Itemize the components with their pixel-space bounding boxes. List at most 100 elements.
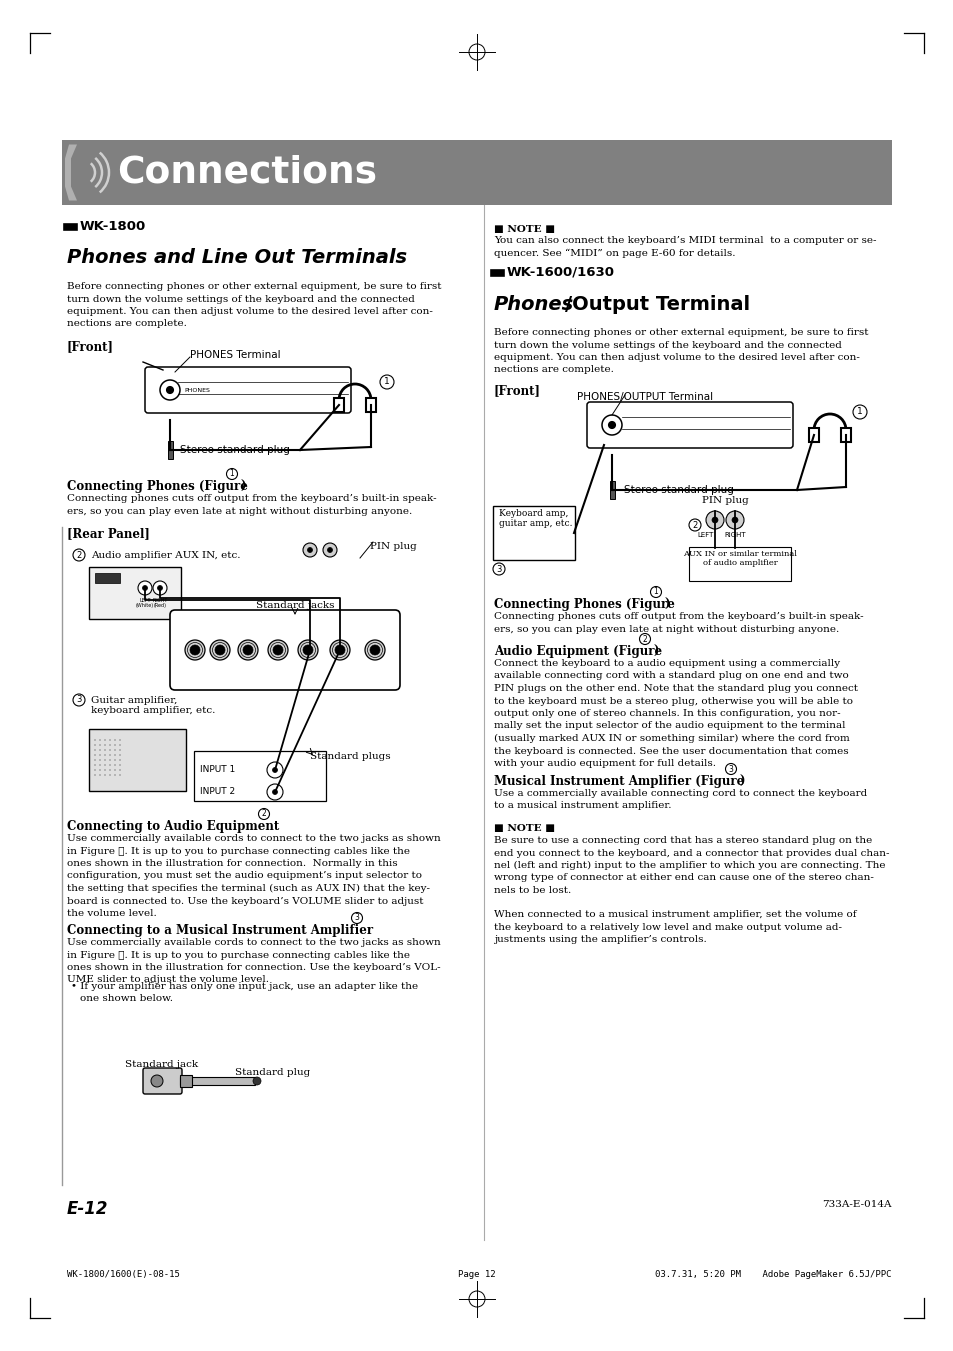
Text: 3: 3	[76, 696, 82, 704]
Circle shape	[119, 754, 121, 757]
Text: ones shown in the illustration for connection.  Normally in this: ones shown in the illustration for conne…	[67, 859, 397, 867]
Text: justments using the amplifier’s controls.: justments using the amplifier’s controls…	[494, 935, 706, 944]
Circle shape	[99, 765, 101, 766]
Text: ones shown in the illustration for connection. Use the keyboard’s VOL-: ones shown in the illustration for conne…	[67, 963, 440, 971]
Circle shape	[109, 748, 111, 751]
FancyBboxPatch shape	[586, 403, 792, 449]
Circle shape	[99, 754, 101, 757]
Circle shape	[273, 789, 277, 794]
Circle shape	[119, 744, 121, 746]
Circle shape	[109, 759, 111, 761]
Text: PHONES/OUTPUT Terminal: PHONES/OUTPUT Terminal	[577, 392, 712, 403]
Circle shape	[138, 581, 152, 594]
Text: ): )	[739, 775, 743, 788]
Text: 1: 1	[856, 408, 862, 416]
Text: wrong type of connector at either end can cause one of the stereo chan-: wrong type of connector at either end ca…	[494, 874, 873, 882]
Text: in Figure ③. It is up to you to purchase connecting cables like the: in Figure ③. It is up to you to purchase…	[67, 951, 410, 959]
Text: equipment. You can then adjust volume to the desired level after con-: equipment. You can then adjust volume to…	[67, 307, 433, 316]
Circle shape	[104, 774, 106, 775]
Circle shape	[268, 640, 288, 661]
FancyBboxPatch shape	[688, 547, 790, 581]
Circle shape	[119, 739, 121, 740]
Circle shape	[243, 644, 253, 655]
Text: Connecting phones cuts off output from the keyboard’s built-in speak-: Connecting phones cuts off output from t…	[67, 494, 436, 503]
Circle shape	[119, 774, 121, 775]
Text: equipment. You can then adjust volume to the desired level after con-: equipment. You can then adjust volume to…	[494, 353, 859, 362]
Text: Phones and Line Out Terminals: Phones and Line Out Terminals	[67, 249, 407, 267]
Text: Guitar amplifier,
keyboard amplifier, etc.: Guitar amplifier, keyboard amplifier, et…	[91, 696, 215, 716]
Circle shape	[109, 765, 111, 766]
FancyBboxPatch shape	[493, 507, 575, 561]
FancyBboxPatch shape	[89, 730, 186, 790]
Circle shape	[152, 581, 167, 594]
Bar	[168, 440, 172, 459]
Bar	[95, 573, 120, 584]
Text: Connecting to Audio Equipment: Connecting to Audio Equipment	[67, 820, 283, 834]
Circle shape	[109, 769, 111, 771]
Circle shape	[99, 769, 101, 771]
Circle shape	[99, 748, 101, 751]
Bar	[609, 481, 615, 499]
Circle shape	[267, 762, 283, 778]
Text: Connections: Connections	[117, 154, 376, 190]
Circle shape	[303, 543, 316, 557]
Text: UME slider to adjust the volume level.: UME slider to adjust the volume level.	[67, 975, 269, 985]
Circle shape	[119, 765, 121, 766]
Bar	[180, 1075, 192, 1088]
Text: 2: 2	[692, 520, 697, 530]
Text: nels to be lost.: nels to be lost.	[494, 886, 571, 894]
Text: Connect the keyboard to a audio equipment using a commercially: Connect the keyboard to a audio equipmen…	[494, 659, 840, 667]
Circle shape	[330, 640, 350, 661]
Text: end you connect to the keyboard, and a connector that provides dual chan-: end you connect to the keyboard, and a c…	[494, 848, 888, 858]
Circle shape	[113, 744, 116, 746]
Text: ers, so you can play even late at night without disturbing anyone.: ers, so you can play even late at night …	[67, 507, 412, 516]
Circle shape	[273, 644, 283, 655]
Text: [Rear Panel]: [Rear Panel]	[67, 527, 150, 540]
Text: to a musical instrument amplifier.: to a musical instrument amplifier.	[494, 801, 671, 811]
Text: Be sure to use a connecting cord that has a stereo standard plug on the: Be sure to use a connecting cord that ha…	[494, 836, 871, 844]
Circle shape	[297, 640, 317, 661]
Text: 1: 1	[384, 377, 390, 386]
Text: [Front]: [Front]	[494, 384, 540, 397]
Circle shape	[725, 511, 743, 530]
Text: Use commercially available cords to connect to the two jacks as shown: Use commercially available cords to conn…	[67, 834, 440, 843]
Text: 3: 3	[728, 765, 733, 774]
Text: in Figure ②. It is up to you to purchase connecting cables like the: in Figure ②. It is up to you to purchase…	[67, 847, 410, 855]
Text: ): )	[652, 644, 658, 658]
Text: Stereo standard plug: Stereo standard plug	[623, 485, 733, 494]
Text: PHONES: PHONES	[184, 388, 210, 393]
Text: /Output Terminal: /Output Terminal	[564, 295, 749, 313]
Text: INPUT 2: INPUT 2	[200, 786, 234, 796]
Text: the volume level.: the volume level.	[67, 909, 156, 917]
Text: Connecting Phones (Figure: Connecting Phones (Figure	[494, 598, 679, 611]
Text: mally set the input selector of the audio equipment to the terminal: mally set the input selector of the audi…	[494, 721, 844, 731]
Text: LEFT: LEFT	[139, 598, 151, 603]
Circle shape	[731, 517, 738, 523]
FancyBboxPatch shape	[193, 751, 326, 801]
Text: the keyboard to a relatively low level and make output volume ad-: the keyboard to a relatively low level a…	[494, 923, 841, 931]
Text: INPUT 1: INPUT 1	[200, 765, 235, 774]
Text: (Red): (Red)	[153, 603, 167, 608]
Bar	[180, 1077, 254, 1085]
Circle shape	[113, 765, 116, 766]
Circle shape	[94, 774, 96, 775]
Circle shape	[273, 767, 277, 773]
FancyBboxPatch shape	[89, 567, 181, 619]
Text: 3: 3	[496, 565, 501, 574]
Text: available connecting cord with a standard plug on one end and two: available connecting cord with a standar…	[494, 671, 848, 681]
Text: PIN plug: PIN plug	[370, 542, 416, 551]
Text: turn down the volume settings of the keyboard and the connected: turn down the volume settings of the key…	[67, 295, 415, 304]
FancyBboxPatch shape	[143, 1069, 182, 1094]
Circle shape	[142, 585, 148, 590]
Text: Standard plugs: Standard plugs	[310, 753, 390, 761]
Text: WK-1800: WK-1800	[80, 219, 146, 232]
Text: the keyboard is connected. See the user documentation that comes: the keyboard is connected. See the user …	[494, 747, 848, 755]
FancyBboxPatch shape	[170, 611, 399, 690]
Text: Connecting to a Musical Instrument Amplifier: Connecting to a Musical Instrument Ampli…	[67, 924, 376, 938]
Circle shape	[303, 644, 313, 655]
Text: 03.7.31, 5:20 PM    Adobe PageMaker 6.5J/PPC: 03.7.31, 5:20 PM Adobe PageMaker 6.5J/PP…	[655, 1270, 891, 1279]
Text: ers, so you can play even late at night without disturbing anyone.: ers, so you can play even late at night …	[494, 624, 839, 634]
Text: Audio Equipment (Figure: Audio Equipment (Figure	[494, 644, 665, 658]
Text: When connected to a musical instrument amplifier, set the volume of: When connected to a musical instrument a…	[494, 911, 856, 919]
Text: ): )	[663, 598, 669, 611]
